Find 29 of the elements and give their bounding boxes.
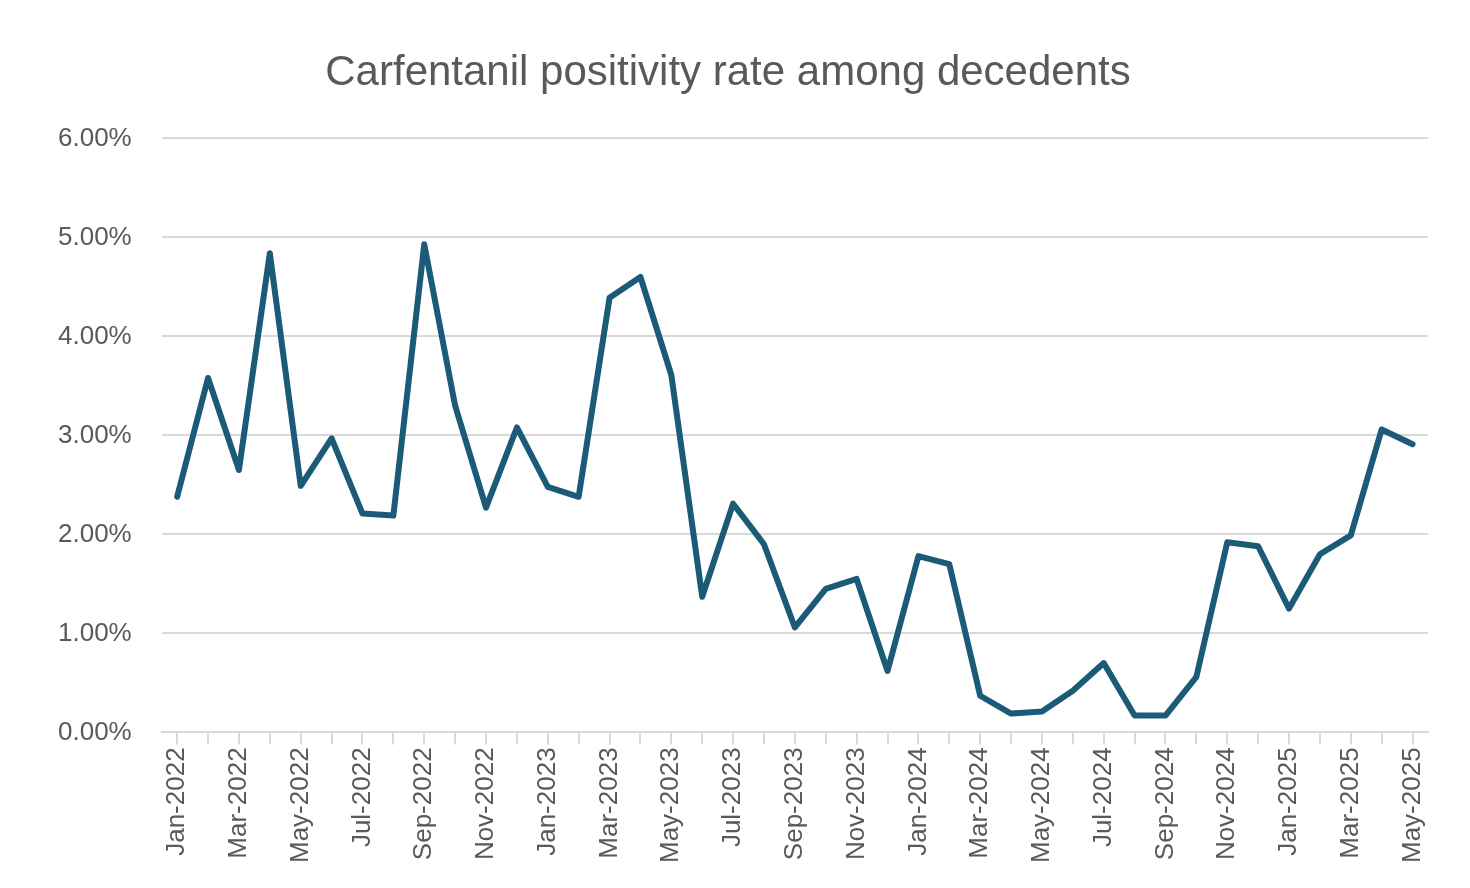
x-tick-label: Jul-2023 [716, 747, 747, 848]
x-tick-label: Jan-2024 [901, 747, 932, 856]
x-tick-label: Jan-2022 [160, 747, 191, 856]
y-tick-label: 0.00% [57, 715, 132, 746]
x-tick-label: Mar-2022 [222, 747, 253, 859]
x-tick-label: Jul-2022 [345, 747, 376, 848]
x-tick-label: May-2023 [654, 747, 685, 864]
x-tick-label: Jul-2024 [1086, 747, 1117, 848]
y-tick-label: 4.00% [57, 319, 132, 350]
y-tick-label: 1.00% [57, 616, 132, 647]
x-tick-label: Mar-2025 [1333, 747, 1364, 859]
x-tick-label: Mar-2024 [963, 747, 994, 859]
x-tick-label: Sep-2022 [407, 747, 438, 861]
x-tick-label: Mar-2023 [592, 747, 623, 859]
x-tick-label: Jan-2025 [1272, 747, 1303, 856]
y-tick-label: 3.00% [57, 418, 132, 449]
y-tick-label: 6.00% [57, 121, 132, 152]
x-tick-label: Nov-2022 [469, 747, 500, 861]
x-tick-label: May-2022 [283, 747, 314, 864]
x-tick-label: Sep-2023 [778, 747, 809, 861]
x-tick-label: Jan-2023 [530, 747, 561, 856]
chart-title: Carfentanil positivity rate among decedents [325, 46, 1131, 94]
x-tick-label: Sep-2024 [1148, 747, 1179, 861]
y-tick-label: 5.00% [57, 220, 132, 251]
x-tick-label: May-2025 [1395, 747, 1426, 864]
y-tick-label: 2.00% [57, 517, 132, 548]
x-tick-label: Nov-2023 [839, 747, 870, 861]
x-tick-label: Nov-2024 [1210, 747, 1241, 861]
x-tick-label: May-2024 [1025, 747, 1056, 864]
